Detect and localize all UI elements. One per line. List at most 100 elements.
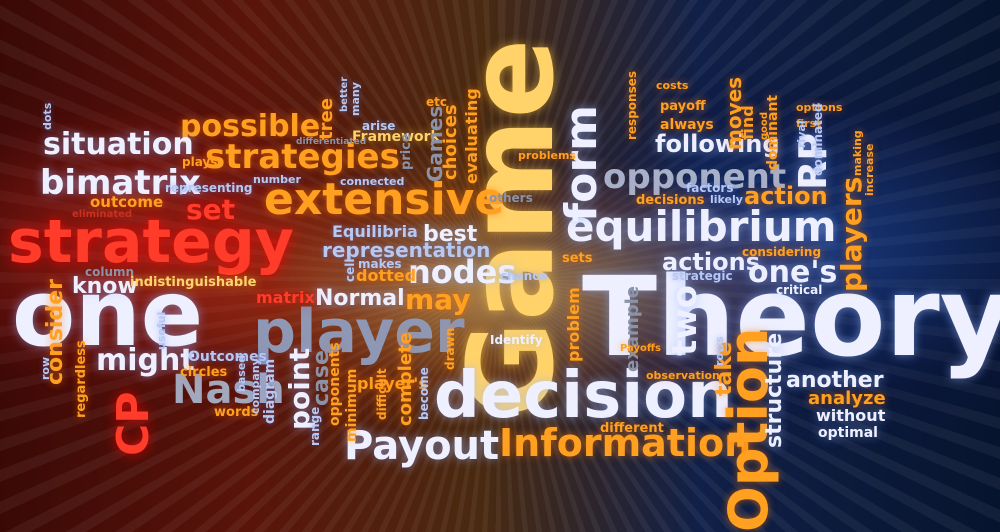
word-chance: chance [500,269,548,283]
word-plays: plays [182,155,218,169]
word-etc: etc [426,95,447,109]
word-responses: responses [625,71,639,140]
word-decision: decision [434,359,733,433]
word-analyze: analyze [808,388,886,409]
word-tree: tree [316,98,337,140]
word-information: Information [499,421,752,465]
word-action: action [744,182,828,210]
word-equilibria: Equilibria [332,222,418,241]
word-know: know [72,274,138,299]
word-considering: considering [742,245,822,259]
word-extensive: extensive [264,174,505,225]
word-payout: Payout [344,423,500,469]
word-makes: makes [358,257,402,271]
word-drawn: drawn [443,327,457,370]
word-following: following [655,130,780,158]
word-cell: cell [343,258,357,282]
word-dots: dots [41,102,54,130]
word-different: different [600,421,664,436]
word-price: price [399,133,414,170]
word-indistinguishable: indistinguishable [130,275,257,290]
word-problem: problem [564,287,583,362]
word-increase: increase [863,143,876,196]
word-arise: arise [362,119,396,133]
word-best: best [423,222,478,247]
word-representing: representing [165,181,253,195]
word-framework: Framework [352,129,440,145]
word-factors: factors [686,181,734,195]
word-evaluating: evaluating [462,88,481,184]
word-nodes: nodes [408,253,517,291]
word-representation: representation [322,238,491,262]
word-form: form [556,105,607,222]
word-payoff: payoff [660,99,706,114]
word-strategy: strategy [8,207,294,277]
word-two: two [665,284,705,356]
word-optimal: optimal [818,425,878,441]
word-rival: rival [795,120,808,148]
word-one: one [12,260,204,367]
word-dominated: dominated [811,103,825,176]
word-players: players [835,176,868,292]
word-circles: circles [180,365,228,380]
word-based: based [235,354,248,392]
word-cp: CP [108,391,159,456]
word-dotted: dotted [356,266,417,285]
word-set: set [186,193,236,226]
word-possible: possible [180,109,321,144]
word-moves: moves [722,76,746,150]
word-matrix: matrix [256,288,315,307]
word-difficult: difficult [375,368,389,420]
word-words: words [214,405,259,420]
word-equilibrium: equilibrium [566,202,837,251]
word-outcomes: Outcomes [188,349,267,365]
word-ones: one's [748,255,838,290]
word-good: good [759,111,770,140]
word-better: better [339,76,350,112]
word-diagram: diagram [262,358,278,424]
word-column: column [85,265,135,279]
word-minimum: minimum [344,368,360,442]
word-situation: situation [43,127,194,162]
word-bimatrix: bimatrix [40,163,201,203]
word-costs: costs [656,79,689,92]
word-example: example [622,286,643,372]
word-always: always [660,117,714,133]
word-nash: Nash [172,367,285,413]
word-actions: actions [662,248,760,276]
word-payoffs: Payoffs [620,343,661,354]
word-making: making [851,130,864,176]
word-structure: structure [762,332,787,448]
word-another: another [786,368,884,393]
word-player: player [253,297,465,367]
word-opponent: opponent [603,157,787,197]
word-outcome: outcome [90,193,164,211]
word-decisions: decisions [636,193,705,208]
word-differentiated: differentiated [296,137,367,147]
word-number: number [253,173,301,186]
word-might: might [96,343,195,378]
word-many: many [349,82,362,116]
word-strategic: strategic [672,269,733,283]
word-choices: choices [440,104,461,180]
word-playersp: player's [357,374,428,393]
word-identify: Identify [490,333,543,347]
word-normal: Normal [315,286,405,311]
word-sets: sets [562,251,593,266]
word-become: become [417,367,431,420]
word-useful: useful [155,311,168,350]
word-observation: observation [646,369,720,382]
word-options: options [796,101,843,114]
word-row: row [39,356,52,380]
word-complete: complete [395,332,416,426]
word-strategies: strategies [205,137,400,177]
word-regardless: regardless [74,340,89,418]
word-range: range [308,406,322,446]
word-first: first [796,117,822,130]
word-connected: connected [340,175,405,188]
word-company: company [249,358,262,414]
word-opponents: opponents [327,342,343,426]
word-eliminated: eliminated [72,209,133,220]
word-may: may [405,283,471,316]
